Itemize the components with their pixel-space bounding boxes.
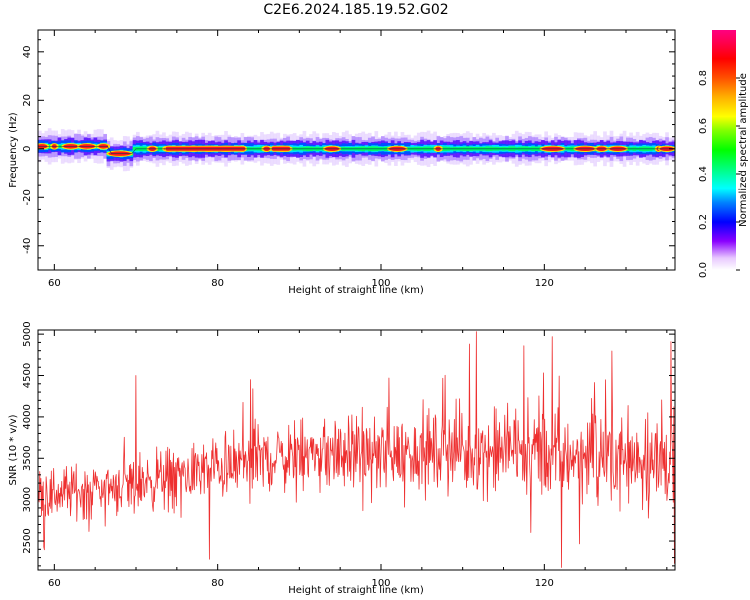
- figure-title: C2E6.2024.185.19.52.G02: [263, 2, 448, 18]
- y-tick-label: 0: [22, 146, 33, 152]
- heatmap-center-line: [38, 146, 675, 154]
- x-tick-label: 80: [211, 578, 224, 589]
- x-tick-label: 100: [371, 578, 390, 589]
- colorbar-tick-label: 0.8: [698, 70, 709, 86]
- y-tick-label: 5000: [22, 321, 33, 346]
- heatmap-y-ticks: -40 -20 0 20 40: [22, 39, 675, 271]
- heatmap-cell: [132, 147, 137, 151]
- heatmap-y-axis-label: Frequency (Hz): [8, 112, 19, 188]
- x-tick-label: 120: [535, 578, 554, 589]
- colorbar-gradient: [712, 30, 736, 270]
- x-tick-label: 60: [48, 278, 61, 289]
- colorbar-label: Normalized spectral amplitude: [738, 73, 749, 227]
- y-tick-label: -20: [22, 189, 33, 205]
- y-tick-label: 4000: [22, 404, 33, 429]
- y-tick-label: 3500: [22, 446, 33, 471]
- colorbar-tick-label: 0.0: [698, 262, 709, 278]
- colorbar-tick-label: 0.2: [698, 214, 709, 230]
- heatmap-ridge: [38, 128, 675, 172]
- y-tick-label: 2500: [22, 528, 33, 553]
- x-tick-label: 120: [535, 278, 554, 289]
- heatmap-x-ticks: 60 80 100 120: [48, 30, 668, 289]
- snr-x-axis-label: Height of straight line (km): [288, 585, 424, 596]
- colorbar: 0.0 0.2 0.4 0.6 0.8 Normalized spectral ampl…: [698, 30, 749, 278]
- x-tick-label: 100: [371, 278, 390, 289]
- y-tick-label: -40: [22, 238, 33, 254]
- x-tick-label: 80: [211, 278, 224, 289]
- snr-y-ticks: 2500 3000 3500 4000 4500 5000: [22, 321, 675, 567]
- snr-y-axis-label: SNR (10 * v/v): [8, 414, 19, 485]
- y-tick-label: 3000: [22, 487, 33, 512]
- y-tick-label: 40: [22, 45, 33, 58]
- snr-series-line: [38, 331, 675, 568]
- heatmap-x-axis-label: Height of straight line (km): [288, 285, 424, 296]
- heatmap-frame: [37, 29, 676, 271]
- snr-panel: 60 80 100 120 2500 3000 3500 4000 4500 5000 Heig…: [8, 321, 676, 596]
- snr-x-ticks: 60 80 100 120: [48, 330, 668, 589]
- heatmap-panel: 60 80 100 120 -40 -20 0 20 40 Height of straigh…: [8, 29, 676, 296]
- colorbar-ticks: 0.0 0.2 0.4 0.6 0.8: [698, 70, 740, 278]
- colorbar-tick-label: 0.4: [698, 166, 709, 182]
- y-tick-label: 20: [22, 94, 33, 107]
- x-tick-label: 60: [48, 578, 61, 589]
- y-tick-label: 4500: [22, 363, 33, 388]
- colorbar-tick-label: 0.6: [698, 118, 709, 134]
